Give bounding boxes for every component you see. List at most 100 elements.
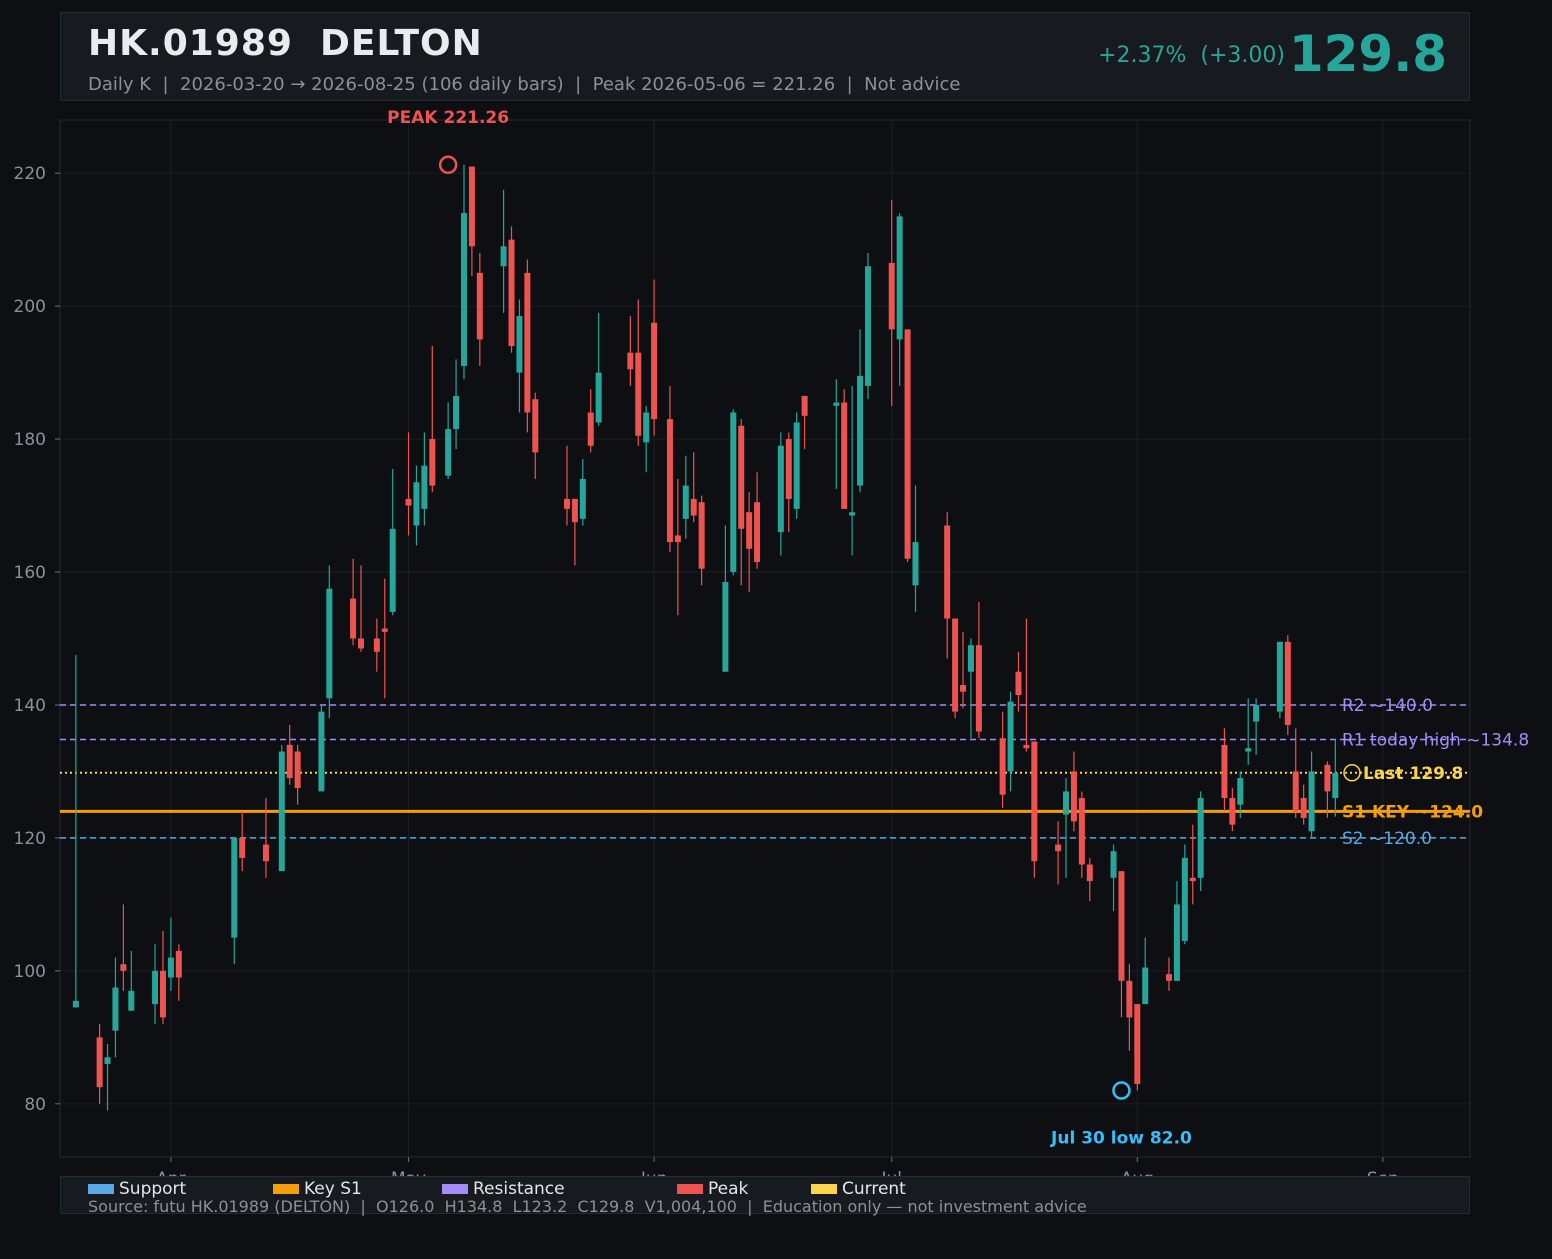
legend-item-resistance: Resistance — [442, 1179, 565, 1199]
current-price-marker — [1343, 764, 1361, 782]
candle-body — [152, 970, 159, 1005]
candle-body — [112, 987, 119, 1031]
candle-body — [1245, 748, 1252, 752]
y-tick-label: 200 — [14, 297, 46, 317]
candle-body — [1173, 904, 1180, 981]
candle-body — [579, 478, 586, 519]
candle-body — [595, 372, 602, 423]
candle-body — [896, 216, 903, 340]
candle-body — [912, 542, 919, 586]
candle-body — [793, 422, 800, 509]
candle-body — [952, 618, 959, 712]
candle-body — [975, 645, 982, 732]
legend-label-key-s1: Key S1 — [304, 1179, 362, 1199]
legend-swatch-support — [88, 1184, 114, 1194]
candle-body — [389, 528, 396, 612]
plot-frame — [59, 119, 1471, 1158]
candle-body — [460, 213, 467, 366]
y-tick-label: 80 — [24, 1095, 46, 1115]
candle-body — [413, 482, 420, 526]
chart-subtitle: Daily K | 2026-03-20 → 2026-08-25 (106 d… — [88, 74, 961, 95]
candle-body — [944, 525, 951, 619]
candle-body — [967, 645, 974, 672]
candle-body — [1253, 704, 1260, 722]
y-tick-label: 140 — [14, 696, 46, 716]
legend-item-support: Support — [88, 1179, 186, 1199]
candle-body — [587, 412, 594, 446]
candle-body — [999, 738, 1006, 795]
level-label-s1: S1 KEY ~124.0 — [1342, 802, 1483, 822]
candle-body — [738, 425, 745, 529]
last-price: 129.8 — [1288, 25, 1447, 83]
candle-body — [524, 272, 531, 413]
candle-body — [278, 751, 285, 872]
candle-body — [1126, 980, 1133, 1018]
low-label: Jul 30 low 82.0 — [1050, 1129, 1192, 1149]
candle-body — [1292, 771, 1299, 812]
candle-body — [532, 399, 539, 453]
candle-body — [516, 316, 523, 373]
candle-body — [674, 535, 681, 543]
candle-body — [1276, 641, 1283, 712]
candle-body — [405, 498, 412, 506]
candle-body — [381, 628, 388, 632]
candle-body — [777, 445, 784, 533]
candle-body — [1197, 798, 1204, 878]
candlestick-chart: 80100120140160180200220AprMayJunJulAugSe… — [14, 108, 1530, 1189]
source-note: Source: futu HK.01989 (DELTON) | O126.0 … — [88, 1197, 1087, 1216]
candle-body — [1031, 741, 1038, 862]
candle-body — [857, 375, 864, 486]
candle-body — [96, 1037, 103, 1088]
candle-body — [445, 429, 452, 476]
page-title: HK.01989 DELTON — [88, 23, 483, 64]
candle-body — [785, 439, 792, 499]
candle-body — [841, 402, 848, 509]
candle-body — [849, 512, 856, 516]
candle-body — [239, 837, 246, 858]
candle-body — [1142, 967, 1149, 1005]
candle-body — [864, 266, 871, 386]
y-tick-label: 220 — [14, 164, 46, 184]
candle-body — [1221, 744, 1228, 799]
candle-body — [358, 638, 365, 649]
candle-body — [1181, 857, 1188, 941]
candle-body — [318, 711, 325, 792]
candle-body — [690, 498, 697, 516]
legend-item-key-s1: Key S1 — [273, 1179, 362, 1199]
level-label-r1: R1 today high ~134.8 — [1342, 731, 1529, 751]
candle-body — [651, 322, 658, 420]
candle-body — [571, 498, 578, 523]
candle-body — [262, 844, 269, 862]
candle-body — [1284, 641, 1291, 725]
candle-body — [1086, 864, 1093, 882]
chart-area: 80100120140160180200220AprMayJunJulAugSe… — [14, 108, 1530, 1189]
candle-body — [1118, 871, 1125, 981]
y-tick-label: 100 — [14, 962, 46, 982]
candle-body — [286, 744, 293, 779]
candle-body — [1063, 791, 1070, 815]
candle-body — [1078, 798, 1085, 865]
candle-body — [1110, 851, 1117, 878]
candle-body — [1237, 778, 1244, 805]
candle-body — [666, 419, 673, 543]
candle-body — [801, 395, 808, 416]
price-change: +2.37% (+3.00) — [1098, 43, 1285, 68]
candle-body — [1229, 798, 1236, 825]
candle-body — [627, 352, 634, 370]
candle-body — [159, 970, 166, 1018]
level-label-last: Last 129.8 — [1363, 764, 1463, 784]
candle-body — [326, 588, 333, 699]
candle-body — [120, 964, 127, 971]
candle-body — [1015, 671, 1022, 696]
chart-header: HK.01989 DELTON Daily K | 2026-03-20 → 2… — [60, 12, 1470, 101]
candle-body — [563, 498, 570, 509]
legend-swatch-key-s1 — [273, 1184, 299, 1194]
legend-label-peak: Peak — [708, 1179, 749, 1199]
candle-body — [429, 439, 436, 486]
y-tick-label: 160 — [14, 563, 46, 583]
candle-body — [1007, 701, 1014, 772]
candle-body — [453, 395, 460, 430]
candle-body — [468, 166, 475, 247]
candle-body — [373, 638, 380, 652]
candle-body — [754, 502, 761, 563]
